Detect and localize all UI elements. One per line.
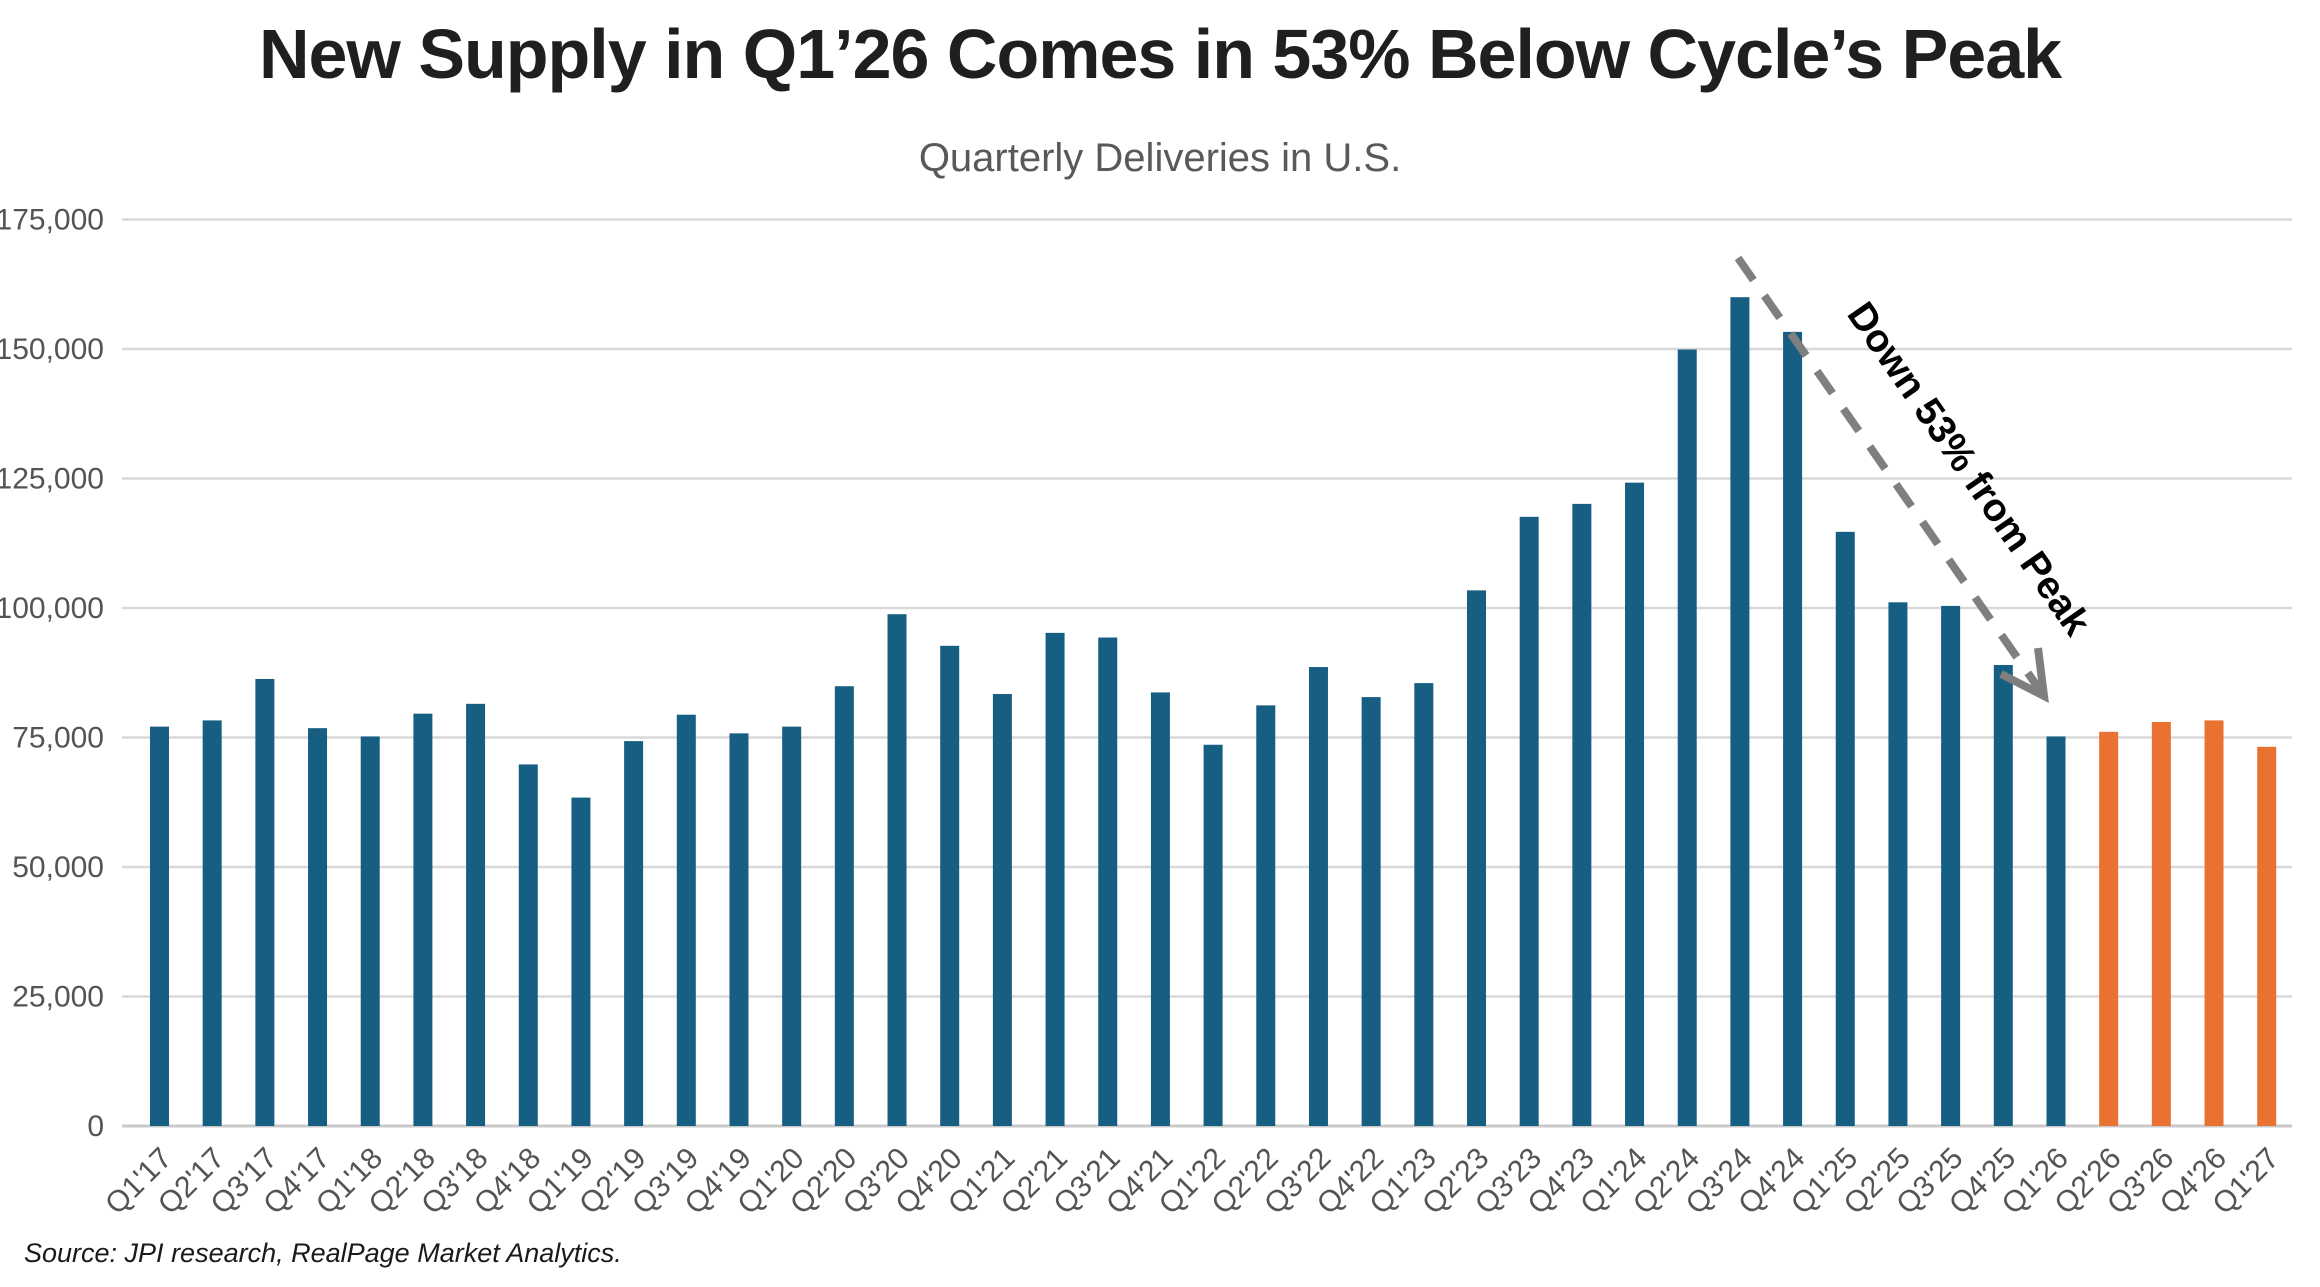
bar-Q4'20 <box>940 645 960 1126</box>
y-tick-label: 50,000 <box>12 851 104 884</box>
x-axis-labels: Q1'17Q2'17Q3'17Q4'17Q1'18Q2'18Q3'18Q4'18… <box>99 1142 2285 1221</box>
bar-Q4'23 <box>1572 503 1592 1127</box>
bar-Q2'26 <box>2099 731 2119 1126</box>
annotation-label: Down 53% from Peak <box>1839 295 2099 644</box>
bar-Q1'19 <box>571 797 591 1126</box>
bar-Q3'20 <box>887 614 907 1126</box>
bar-Q4'17 <box>308 728 328 1126</box>
y-tick-label: 150,000 <box>0 333 104 366</box>
bar-Q2'23 <box>1467 590 1486 1126</box>
bar-Q4'19 <box>729 733 749 1126</box>
bar-Q3'23 <box>1519 516 1539 1126</box>
bar-Q1'17 <box>150 726 169 1126</box>
bar-Q4'22 <box>1361 697 1381 1126</box>
bar-Q2'24 <box>1677 349 1697 1126</box>
bar-Q2'20 <box>834 686 854 1126</box>
chart-subtitle: Quarterly Deliveries in U.S. <box>918 136 1402 180</box>
y-tick-label: 25,000 <box>12 981 104 1014</box>
bar-Q3'17 <box>255 678 275 1126</box>
bar-Q1'18 <box>360 736 380 1126</box>
bar-Q4'18 <box>518 764 538 1126</box>
bars <box>150 297 2277 1127</box>
source-note: Source: JPI research, RealPage Market An… <box>24 1238 622 1268</box>
bar-Q3'24 <box>1730 297 1750 1126</box>
bar-Q2'21 <box>1045 632 1065 1126</box>
bar-Q2'19 <box>624 741 644 1126</box>
y-tick-label: 75,000 <box>12 722 104 755</box>
bar-Q1'24 <box>1625 482 1645 1126</box>
bar-Q4'25 <box>1993 664 2013 1126</box>
chart-title: New Supply in Q1’26 Comes in 53% Below C… <box>258 15 2062 93</box>
bar-Q1'22 <box>1203 744 1223 1126</box>
y-tick-label: 175,000 <box>0 204 104 237</box>
bar-Q3'21 <box>1098 637 1118 1126</box>
bar-Q3'22 <box>1308 667 1328 1126</box>
y-axis-labels: 0 25,000 50,000 75,000 100,000 125,000 150,000… <box>0 204 104 1144</box>
bar-Q4'24 <box>1783 331 1803 1126</box>
y-tick-label: 0 <box>87 1110 104 1143</box>
bar-Q2'18 <box>413 713 433 1126</box>
y-tick-label: 125,000 <box>0 463 104 496</box>
bar-Q1'26 <box>2046 736 2066 1126</box>
bar-Q1'27 <box>2257 746 2277 1126</box>
bar-Q2'25 <box>1888 602 1908 1126</box>
bar-Q4'21 <box>1150 692 1170 1126</box>
bar-Q3'18 <box>466 703 486 1126</box>
bar-Q1'25 <box>1835 531 1855 1126</box>
bar-Q3'26 <box>2151 721 2171 1126</box>
bar-Q3'25 <box>1941 605 1961 1126</box>
bar-Q3'19 <box>676 714 696 1126</box>
bar-Q1'21 <box>992 693 1012 1126</box>
bar-Q1'23 <box>1414 683 1434 1126</box>
trend-arrow <box>1734 255 2049 704</box>
y-tick-label: 100,000 <box>0 592 104 625</box>
bar-Q4'26 <box>2204 720 2224 1126</box>
arrow-head-icon <box>1999 647 2049 704</box>
bar-Q2'22 <box>1256 705 1276 1126</box>
bar-Q1'20 <box>782 726 802 1126</box>
bar-Q2'17 <box>202 720 222 1126</box>
